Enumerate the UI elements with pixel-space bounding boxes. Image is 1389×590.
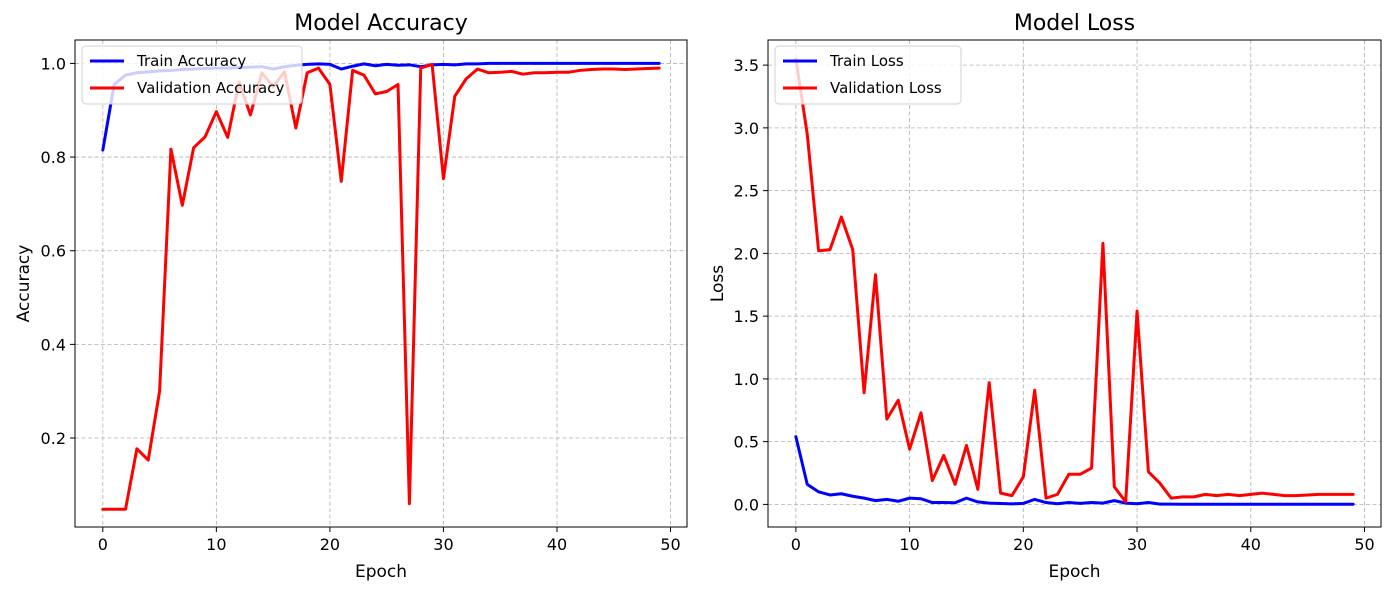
accuracy-x-tick-label: 30 bbox=[433, 535, 453, 554]
accuracy-grid bbox=[75, 40, 687, 527]
accuracy-y-tick-label: 1.0 bbox=[41, 54, 66, 73]
accuracy-ticks: 0 10 20 30 40 50 0.2 0.4 0.6 0.8 1.0 bbox=[41, 54, 681, 554]
loss-legend: Train Loss Validation Loss bbox=[774, 45, 962, 105]
accuracy-x-tick-label: 10 bbox=[206, 535, 226, 554]
loss-legend-label-train: Train Loss bbox=[829, 52, 904, 70]
accuracy-x-tick-label: 50 bbox=[660, 535, 680, 554]
loss-y-tick-label: 2.0 bbox=[734, 244, 759, 263]
loss-x-tick-label: 50 bbox=[1354, 535, 1374, 554]
accuracy-y-tick-label: 0.6 bbox=[41, 242, 66, 261]
loss-ticks: 0 10 20 30 40 50 0.0 0.5 1.0 1.5 2.0 2.5 3.0 3.5 bbox=[734, 56, 1375, 554]
loss-y-tick-label: 3.5 bbox=[734, 56, 759, 75]
loss-x-tick-label: 30 bbox=[1127, 535, 1147, 554]
accuracy-y-axis-label: Accuracy bbox=[14, 245, 34, 323]
loss-axes-frame bbox=[767, 39, 1382, 528]
accuracy-x-tick-label: 20 bbox=[320, 535, 340, 554]
accuracy-legend-label-train: Train Accuracy bbox=[136, 52, 246, 70]
accuracy-y-tick-label: 0.8 bbox=[41, 148, 66, 167]
accuracy-x-tick-label: 40 bbox=[547, 535, 567, 554]
loss-x-tick-label: 0 bbox=[791, 535, 801, 554]
loss-plot: 0 10 20 30 40 50 0.0 0.5 1.0 1.5 2.0 2.5 3.0 3.5 Mode… bbox=[708, 11, 1382, 582]
accuracy-lines bbox=[101, 61, 661, 511]
loss-legend-label-validation: Validation Loss bbox=[830, 79, 942, 97]
accuracy-legend-box bbox=[81, 45, 303, 105]
loss-x-tick-label: 10 bbox=[899, 535, 919, 554]
accuracy-x-tick-label: 0 bbox=[98, 535, 108, 554]
loss-y-tick-label: 0.0 bbox=[734, 495, 759, 514]
loss-y-tick-label: 2.5 bbox=[734, 182, 759, 201]
accuracy-x-axis-label: Epoch bbox=[355, 562, 407, 582]
loss-series-line-validation bbox=[794, 57, 1355, 504]
accuracy-chart-title: Model Accuracy bbox=[294, 11, 468, 36]
loss-y-tick-label: 1.0 bbox=[734, 370, 759, 389]
loss-chart-title: Model Loss bbox=[1014, 11, 1135, 36]
loss-series-line-train bbox=[794, 435, 1355, 506]
accuracy-series-line-validation bbox=[101, 62, 661, 511]
loss-y-tick-label: 1.5 bbox=[734, 307, 759, 326]
loss-x-axis-label: Epoch bbox=[1048, 562, 1100, 582]
loss-x-tick-label: 40 bbox=[1241, 535, 1261, 554]
accuracy-axes-frame bbox=[74, 39, 688, 528]
loss-legend-box bbox=[774, 45, 962, 105]
accuracy-plot: 0 10 20 30 40 50 0.2 0.4 0.6 0.8 1.0 Model Accurac… bbox=[14, 11, 688, 582]
accuracy-y-tick-label: 0.2 bbox=[41, 429, 66, 448]
loss-y-tick-label: 0.5 bbox=[734, 433, 759, 452]
loss-y-axis-label: Loss bbox=[708, 265, 728, 302]
accuracy-legend-label-validation: Validation Accuracy bbox=[137, 79, 284, 97]
loss-grid bbox=[768, 40, 1381, 527]
loss-y-tick-label: 3.0 bbox=[734, 119, 759, 138]
loss-lines bbox=[794, 57, 1355, 506]
loss-x-tick-label: 20 bbox=[1013, 535, 1033, 554]
accuracy-y-tick-label: 0.4 bbox=[41, 335, 66, 354]
accuracy-legend: Train Accuracy Validation Accuracy bbox=[81, 45, 303, 105]
